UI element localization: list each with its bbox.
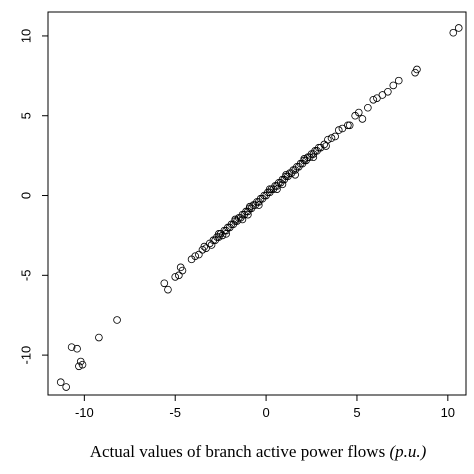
x-axis: -10 -5 0 5 10 <box>75 395 455 420</box>
x-axis-title-unit: (p.u.) <box>389 442 426 461</box>
data-point <box>78 360 87 369</box>
x-axis-title: Actual values of branch active power flo… <box>90 442 427 461</box>
data-point <box>358 115 367 123</box>
data-point <box>95 333 103 342</box>
x-tick-label: -10 <box>75 405 94 420</box>
data-point <box>334 126 343 134</box>
data-point <box>178 266 187 275</box>
data-point <box>413 65 421 74</box>
data-point <box>160 279 169 288</box>
x-tick-label: -5 <box>169 405 181 420</box>
data-point <box>300 155 309 163</box>
data-point <box>164 285 172 294</box>
data-point <box>218 231 227 240</box>
data-point <box>327 134 336 142</box>
data-point <box>191 252 200 260</box>
data-point <box>282 170 290 179</box>
y-tick-label: -10 <box>19 346 34 365</box>
x-tick-label: 10 <box>441 405 455 420</box>
data-point <box>113 316 121 324</box>
x-axis-title-text: Actual values of branch active power flo… <box>90 442 386 461</box>
data-point <box>345 121 354 130</box>
data-point <box>291 170 299 179</box>
y-axis: -10 -5 0 5 10 <box>19 29 48 365</box>
data-point <box>394 76 403 85</box>
data-point <box>231 215 239 224</box>
y-tick-label: 10 <box>19 29 34 43</box>
data-point <box>454 24 463 32</box>
data-point <box>273 185 281 193</box>
data-point <box>265 185 274 193</box>
y-tick-label: 0 <box>19 192 34 199</box>
data-point <box>384 87 392 96</box>
data-point <box>175 271 183 280</box>
data-point <box>369 95 378 104</box>
data-point <box>278 180 287 189</box>
data-point <box>389 81 398 90</box>
data-point <box>244 210 252 219</box>
data-point <box>322 142 330 150</box>
y-tick-label: 5 <box>19 112 34 119</box>
data-point <box>331 132 339 141</box>
data-point <box>215 230 223 238</box>
data-point <box>195 250 203 259</box>
data-point <box>200 242 209 251</box>
data-point <box>255 201 263 209</box>
data-point <box>73 344 81 353</box>
x-tick-label: 0 <box>262 405 269 420</box>
plot-frame <box>47 11 467 396</box>
data-points <box>56 24 463 391</box>
data-point <box>344 121 352 130</box>
data-point <box>364 103 372 112</box>
data-point <box>354 108 363 117</box>
data-point <box>238 215 247 224</box>
data-point <box>62 383 70 391</box>
data-point <box>67 343 76 351</box>
data-point <box>245 202 254 211</box>
data-point <box>56 378 65 387</box>
data-point <box>75 362 83 371</box>
data-point <box>207 241 216 249</box>
y-tick-label: -5 <box>19 270 34 282</box>
data-point <box>171 273 180 281</box>
x-tick-label: 5 <box>353 405 360 420</box>
data-point <box>449 28 458 37</box>
data-point <box>222 230 230 238</box>
data-point <box>320 140 329 149</box>
data-point <box>309 153 318 162</box>
